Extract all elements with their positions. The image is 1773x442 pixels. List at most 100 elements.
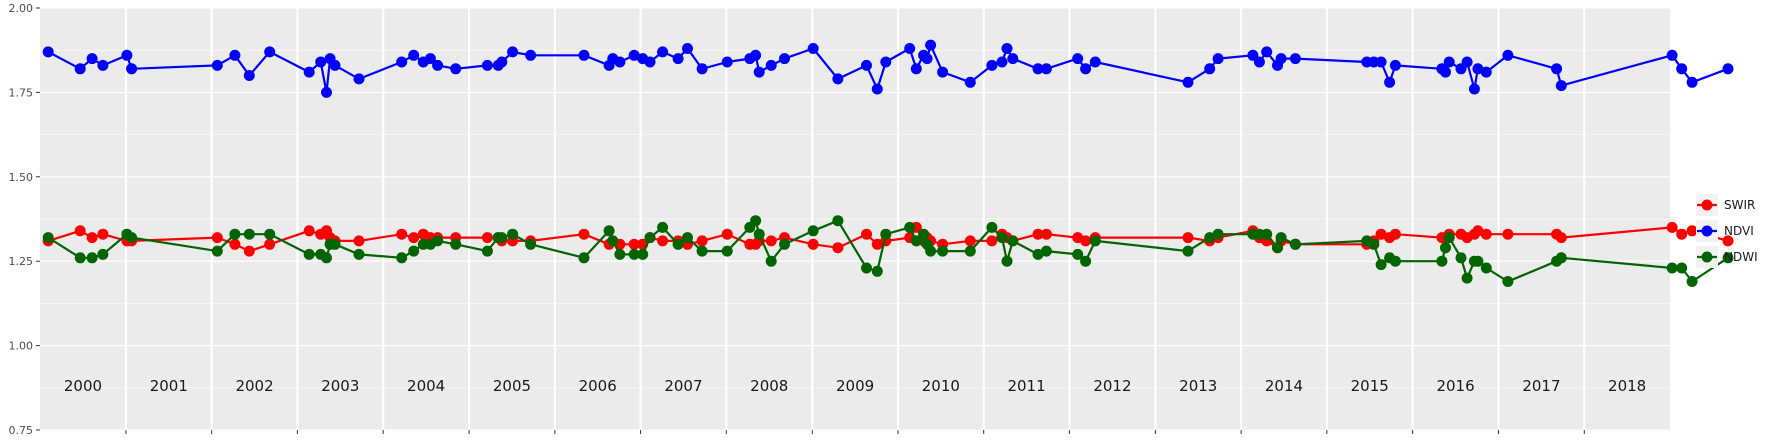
data-point-ndvi [1472,63,1484,75]
data-point-ndvi [578,49,590,61]
data-point-ndvi [832,73,844,85]
data-point-ndwi [871,265,883,277]
data-point-ndvi [353,73,365,85]
data-point-ndwi [1676,262,1688,274]
data-point-ndvi [1080,63,1092,75]
y-tick-label: 1.00 [9,340,34,353]
data-point-ndwi [1007,235,1019,247]
data-point-ndwi [243,228,255,240]
data-point-ndwi [861,262,872,274]
data-point-ndvi [1722,63,1734,75]
data-point-ndvi [1461,56,1473,68]
data-point-ndwi [1472,255,1484,267]
data-point-ndvi [1007,53,1019,65]
data-point-ndvi [1204,63,1216,75]
data-point-ndvi [1384,76,1396,88]
data-point-ndwi [1072,248,1084,260]
data-point-ndwi [1368,238,1380,250]
data-point-ndwi [1275,232,1287,244]
year-label: 2010 [922,377,960,395]
data-point-ndvi [1389,59,1401,71]
year-label: 2014 [1265,377,1303,395]
data-point-swir [765,235,777,247]
data-point-ndwi [303,248,315,260]
data-point-ndwi [880,228,892,240]
data-point-swir [871,238,883,250]
data-point-ndwi [1666,262,1678,274]
data-point-ndvi [753,66,765,78]
data-point-ndvi [315,56,327,68]
data-point-ndwi [507,228,519,240]
year-label: 2018 [1608,377,1646,395]
data-point-ndvi [910,63,922,75]
data-point-swir [578,228,590,240]
data-point-swir [986,235,998,247]
data-point-ndvi [432,59,444,71]
data-point-ndvi [925,39,937,51]
y-tick-label: 2.00 [9,2,34,15]
data-point-ndwi [986,221,998,233]
data-point-ndwi [1375,259,1387,271]
data-point-ndwi [353,248,365,260]
year-label: 2011 [1007,377,1045,395]
data-point-swir [396,228,408,240]
data-point-ndvi [321,86,332,98]
data-point-ndwi [1212,228,1224,240]
data-point-ndwi [937,245,949,257]
data-point-ndvi [1072,53,1084,65]
data-point-swir [229,238,241,250]
data-point-swir [86,232,98,244]
data-point-swir [1040,228,1052,240]
year-label: 2005 [493,377,531,395]
data-point-ndvi [921,53,933,65]
data-point-ndvi [1001,43,1013,54]
data-point-ndwi [1722,252,1734,264]
data-point-ndwi [1455,252,1467,264]
data-point-ndwi [1502,276,1514,287]
data-point-ndvi [1551,63,1563,75]
data-point-ndvi [496,56,508,68]
year-label: 2017 [1522,377,1560,395]
data-point-swir [1375,228,1387,240]
data-point-ndvi [303,66,315,78]
data-point-ndvi [657,46,669,58]
data-point-ndvi [861,59,872,71]
data-point-swir [628,238,640,250]
data-point-ndvi [481,59,493,71]
data-point-ndvi [1676,63,1688,75]
data-point-ndwi [229,228,241,240]
data-point-ndvi [1443,56,1455,68]
legend-key-point [1701,199,1713,211]
data-point-ndwi [750,215,762,227]
data-point-ndwi [765,255,777,267]
year-label: 2012 [1093,377,1131,395]
data-point-ndwi [408,245,420,257]
data-point-ndvi [74,63,86,75]
data-point-ndwi [1555,252,1567,264]
data-point-swir [1032,228,1044,240]
data-point-ndvi [1666,49,1678,61]
data-point-ndvi [1182,76,1194,88]
grid-lines [40,7,1670,431]
data-point-swir [211,232,223,244]
series-ndvi [42,39,1734,98]
data-point-ndvi [1032,63,1044,75]
data-point-ndvi [1040,63,1052,75]
y-tick-label: 1.50 [9,171,34,184]
data-point-swir [1080,235,1092,247]
data-point-ndwi [964,245,976,257]
data-point-ndwi [42,232,54,244]
data-point-ndwi [614,248,626,260]
legend-label: SWIR [1724,198,1755,212]
year-label: 2004 [407,377,445,395]
data-point-ndwi [607,235,619,247]
data-point-ndvi [264,46,276,58]
data-point-ndvi [408,49,420,61]
data-point-ndwi [925,245,937,257]
data-point-ndwi [1461,272,1473,284]
data-point-ndvi [721,56,733,68]
series-line-ndvi [47,43,1729,94]
data-point-ndwi [1204,232,1216,244]
data-point-swir [1686,225,1698,237]
legend-label: NDWI [1724,250,1758,264]
